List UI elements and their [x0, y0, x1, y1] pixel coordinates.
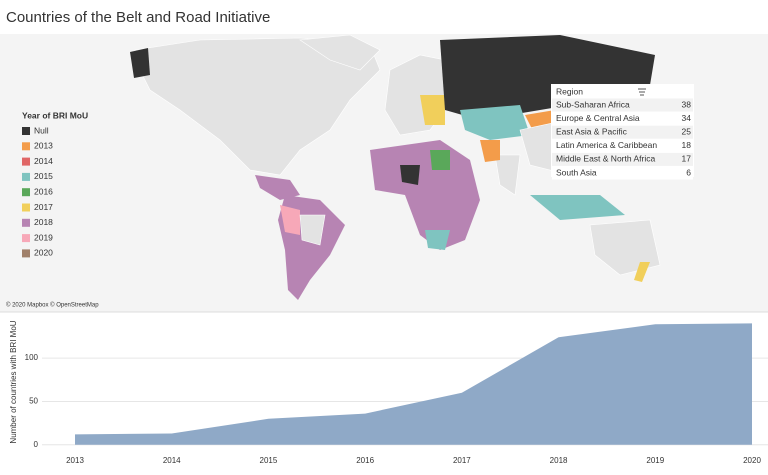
legend-swatch — [22, 218, 30, 227]
map-attribution: © 2020 Mapbox © OpenStreetMap — [6, 302, 99, 309]
table-row — [552, 125, 693, 139]
central-asia — [460, 105, 530, 140]
legend-label: 2015 — [34, 171, 53, 181]
legend-label: Null — [34, 125, 49, 135]
southern-africa — [425, 230, 450, 250]
table-row — [552, 139, 693, 153]
legend-swatch — [22, 234, 30, 243]
legend-swatch — [22, 203, 30, 212]
x-tick-label: 2017 — [453, 456, 471, 465]
legend-label: 2013 — [34, 141, 53, 151]
title: Countries of the Belt and Road Initiativ… — [6, 9, 270, 26]
legend-label: 2019 — [34, 232, 53, 242]
table-row — [552, 112, 693, 126]
legend-label: 2014 — [34, 156, 53, 166]
region-name: Middle East & North Africa — [556, 154, 655, 164]
afghanistan-pakistan — [480, 140, 500, 162]
legend-label: 2017 — [34, 202, 53, 212]
india — [494, 154, 521, 196]
legend-swatch — [22, 249, 30, 258]
table-row — [552, 98, 693, 112]
region-count: 18 — [682, 140, 692, 150]
region-count: 17 — [682, 154, 692, 164]
legend: Year of BRI MoU Null 2013 2014 2015 2016 2017… — [22, 110, 88, 258]
table-row — [552, 166, 693, 180]
y-axis-label: Number of countries with BRI MoU — [9, 320, 18, 443]
sort-icon[interactable] — [638, 88, 646, 96]
niger-region — [400, 165, 420, 185]
region-count: 34 — [682, 113, 692, 123]
x-tick-label: 2013 — [66, 456, 84, 465]
central-america — [255, 175, 300, 200]
table-header: Region — [556, 86, 583, 96]
region-name: East Asia & Pacific — [556, 126, 628, 136]
africa — [370, 140, 480, 250]
region-count: 38 — [682, 99, 692, 109]
table-row — [552, 152, 693, 166]
greenland — [299, 34, 381, 71]
x-tick-label: 2015 — [260, 456, 278, 465]
legend-swatch — [22, 142, 30, 151]
x-tick-label: 2018 — [550, 456, 568, 465]
area — [75, 323, 752, 445]
egypt — [430, 150, 450, 170]
legend-swatch — [22, 127, 30, 135]
legend-swatch — [22, 172, 30, 181]
indonesia — [530, 195, 625, 220]
region-name: Latin America & Caribbean — [556, 140, 657, 150]
region-name: Europe & Central Asia — [556, 113, 640, 123]
peru — [280, 205, 300, 235]
brazil — [299, 214, 326, 246]
y-tick-label: 100 — [25, 353, 39, 362]
x-tick-label: 2014 — [163, 456, 181, 465]
legend-label: 2016 — [34, 186, 53, 196]
legend-swatch — [22, 157, 30, 166]
x-tick-label: 2020 — [743, 456, 761, 465]
y-tick-label: 0 — [34, 440, 39, 449]
legend-title: Year of BRI MoU — [22, 110, 88, 120]
eastern-europe — [420, 95, 445, 125]
region-count: 6 — [686, 167, 691, 177]
legend-swatch — [22, 188, 30, 197]
region-name: South Asia — [556, 167, 597, 177]
x-tick-label: 2016 — [356, 456, 374, 465]
y-tick-label: 50 — [29, 397, 38, 406]
region-table: Region Sub-Saharan Africa 38 Europe & Cent… — [551, 84, 694, 180]
x-tick-label: 2019 — [646, 456, 664, 465]
region-count: 25 — [682, 126, 692, 136]
legend-label: 2018 — [34, 217, 53, 227]
alaska-region — [130, 48, 150, 78]
new-zealand — [634, 262, 650, 282]
region-name: Sub-Saharan Africa — [556, 99, 630, 109]
area-chart: Number of countries with BRI MoU 0 50 100 2… — [0, 311, 768, 465]
legend-label: 2020 — [34, 248, 53, 258]
